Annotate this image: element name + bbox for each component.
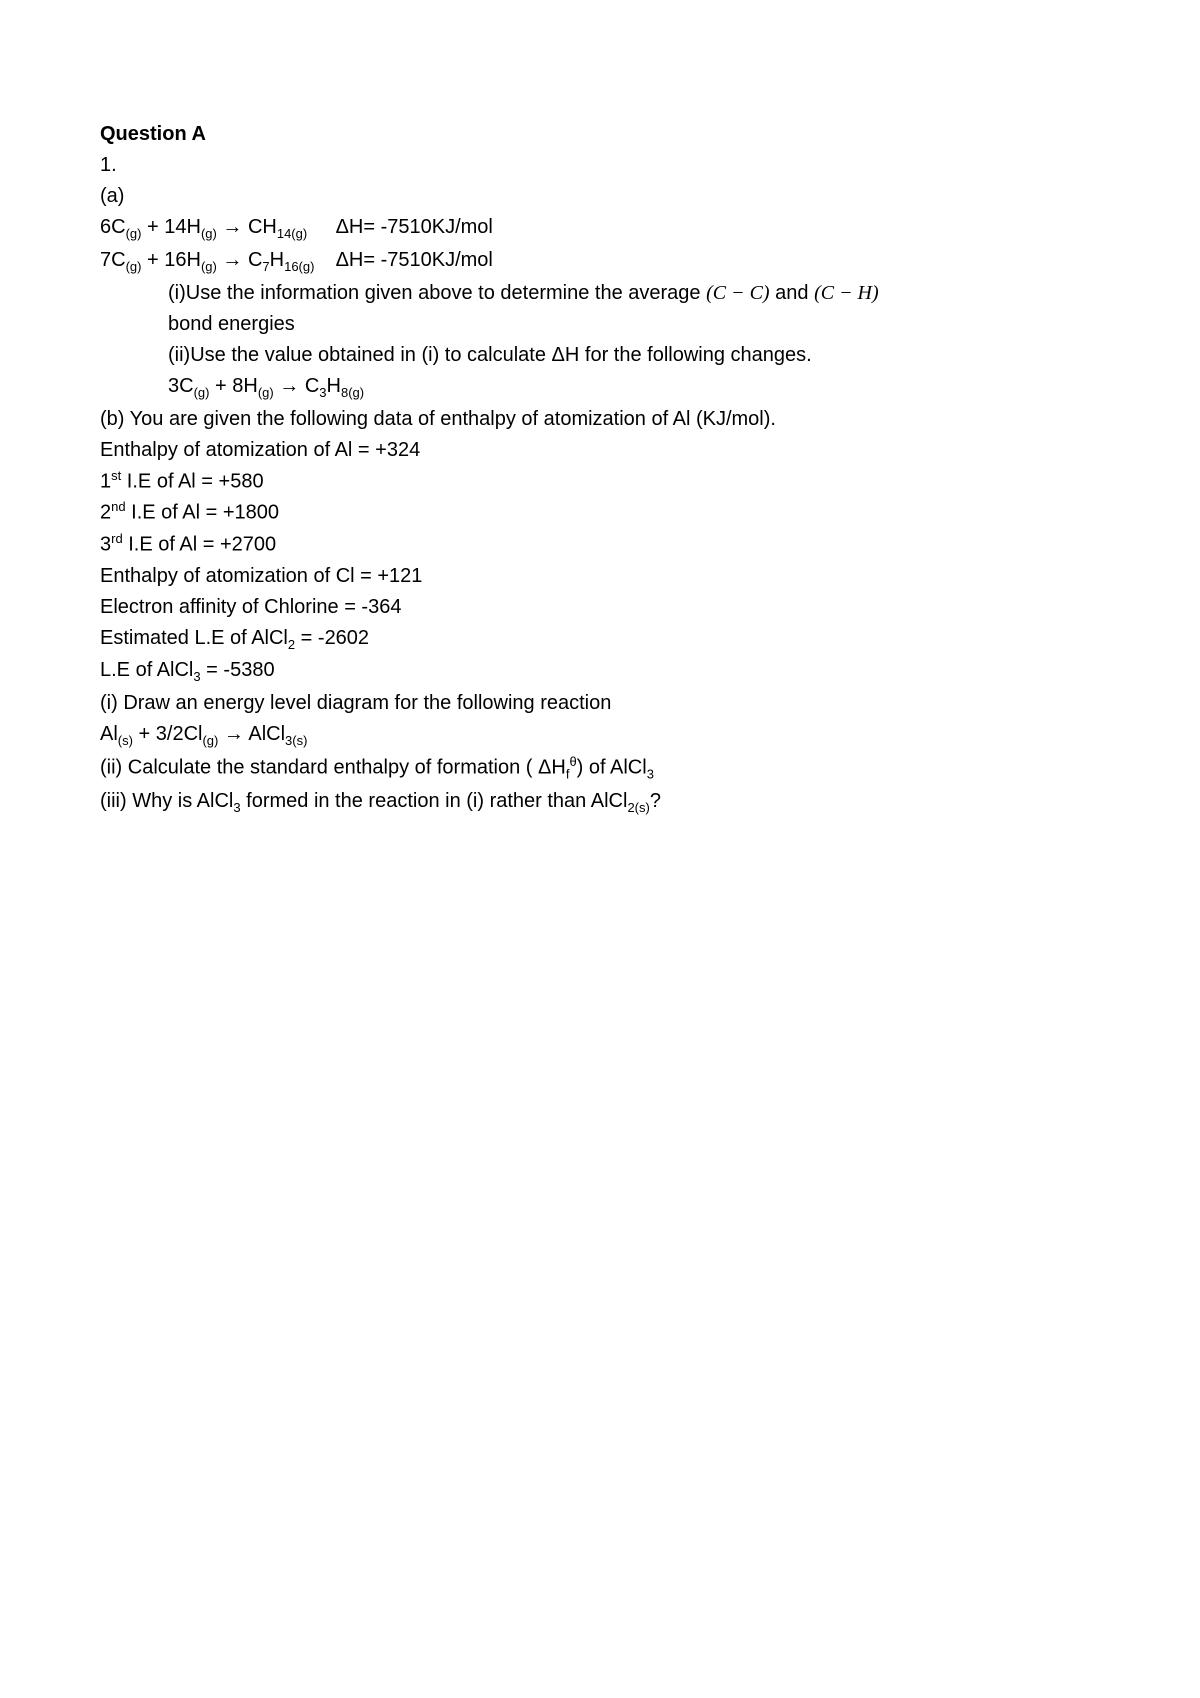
eq2-sub3a: 7: [262, 259, 269, 274]
eq2-sub2: (g): [201, 259, 217, 274]
eq4-text: Al: [100, 723, 118, 745]
q-number: 1.: [100, 151, 1100, 180]
b-i: (i) Draw an energy level diagram for the…: [100, 689, 1100, 718]
eq4-mid1: + 3/2Cl: [133, 723, 202, 745]
b7-rest: = -2602: [295, 627, 369, 649]
b3-rest: I.E of Al = +1800: [126, 502, 279, 524]
b-data-5: Enthalpy of atomization of Cl = +121: [100, 562, 1100, 591]
equation-2: 7C(g) + 16H(g) → C7H16(g) ΔH= -7510KJ/mo…: [100, 246, 1100, 277]
b8-rest: = -5380: [201, 659, 275, 681]
bii-pre: (ii) Calculate the standard enthalpy of …: [100, 757, 566, 779]
eq2-sub1: (g): [126, 259, 142, 274]
equation-4: Al(s) + 3/2Cl(g) → AlCl3(s): [100, 720, 1100, 751]
b-ii: (ii) Calculate the standard enthalpy of …: [100, 753, 1100, 785]
eq1-text: 6C: [100, 216, 126, 238]
eq3-sub3b: 8(g): [341, 385, 364, 400]
eq2-text: 7C: [100, 249, 126, 271]
b-intro: (b) You are given the following data of …: [100, 405, 1100, 434]
a-i-text1: (i)Use the information given above to de…: [168, 282, 706, 304]
eq4-arrow: → AlCl: [218, 723, 285, 745]
eq1-sub3: 14(g): [277, 226, 307, 241]
b-iii: (iii) Why is AlCl3 formed in the reactio…: [100, 787, 1100, 818]
biii-mid: formed in the reaction in (i) rather tha…: [241, 790, 628, 812]
biii-sub1: 3: [233, 800, 240, 815]
biii-pre: (iii) Why is AlCl: [100, 790, 233, 812]
b2-rest: I.E of Al = +580: [121, 470, 263, 492]
eq2-mid2: H: [270, 249, 284, 271]
ch-term: (C − H): [814, 282, 879, 304]
eq3-mid2: H: [327, 375, 341, 397]
eq1-mid1: + 14H: [141, 216, 200, 238]
eq4-sub2: (g): [202, 733, 218, 748]
eq1-arrow: → CH: [217, 216, 277, 238]
bii-sup: θ: [569, 754, 576, 769]
eq3-sub3a: 3: [319, 385, 326, 400]
b-data-3: 2nd I.E of Al = +1800: [100, 498, 1100, 528]
b7-pre: Estimated L.E of AlCl: [100, 627, 288, 649]
eq3-text: 3C: [168, 375, 194, 397]
b-data-7: Estimated L.E of AlCl2 = -2602: [100, 624, 1100, 655]
eq4-sub1: (s): [118, 733, 133, 748]
b3-sup: nd: [111, 499, 125, 514]
question-title: Question A: [100, 120, 1100, 149]
eq1-sub1: (g): [126, 226, 142, 241]
a-i-line1: (i)Use the information given above to de…: [100, 279, 1100, 308]
eq3-arrow: → C: [274, 375, 320, 397]
biii-end: ?: [650, 790, 661, 812]
equation-1: 6C(g) + 14H(g) → CH14(g) ΔH= -7510KJ/mol: [100, 213, 1100, 244]
eq4-sub3: 3(s): [285, 733, 307, 748]
b8-pre: L.E of AlCl: [100, 659, 193, 681]
b-data-6: Electron affinity of Chlorine = -364: [100, 593, 1100, 622]
b4-pre: 3: [100, 534, 111, 556]
equation-3: 3C(g) + 8H(g) → C3H8(g): [100, 372, 1100, 403]
b8-sub: 3: [193, 669, 200, 684]
eq3-sub1: (g): [194, 385, 210, 400]
b4-rest: I.E of Al = +2700: [123, 534, 276, 556]
b-data-1: Enthalpy of atomization of Al = +324: [100, 436, 1100, 465]
a-i-line2: bond energies: [100, 310, 1100, 339]
eq2-sub3b: 16(g): [284, 259, 314, 274]
b-data-4: 3rd I.E of Al = +2700: [100, 530, 1100, 560]
eq1-deltaH: ΔH= -7510KJ/mol: [336, 213, 556, 242]
bii-mid: ) of AlCl: [577, 757, 647, 779]
eq2-deltaH: ΔH= -7510KJ/mol: [336, 246, 556, 275]
eq1-sub2: (g): [201, 226, 217, 241]
biii-sub2: 2(s): [627, 800, 649, 815]
cc-term: (C − C): [706, 282, 770, 304]
a-i-and: and: [770, 282, 814, 304]
b-data-8: L.E of AlCl3 = -5380: [100, 656, 1100, 687]
eq2-arrow: → C: [217, 249, 263, 271]
b3-pre: 2: [100, 502, 111, 524]
eq2-mid1: + 16H: [141, 249, 200, 271]
part-a: (a): [100, 182, 1100, 211]
a-ii: (ii)Use the value obtained in (i) to cal…: [100, 341, 1100, 370]
bii-sub2: 3: [647, 767, 654, 782]
b-data-2: 1st I.E of Al = +580: [100, 467, 1100, 497]
eq3-sub2: (g): [258, 385, 274, 400]
b2-sup: st: [111, 468, 121, 483]
b2-pre: 1: [100, 470, 111, 492]
b4-sup: rd: [111, 531, 123, 546]
eq3-mid1: + 8H: [209, 375, 257, 397]
